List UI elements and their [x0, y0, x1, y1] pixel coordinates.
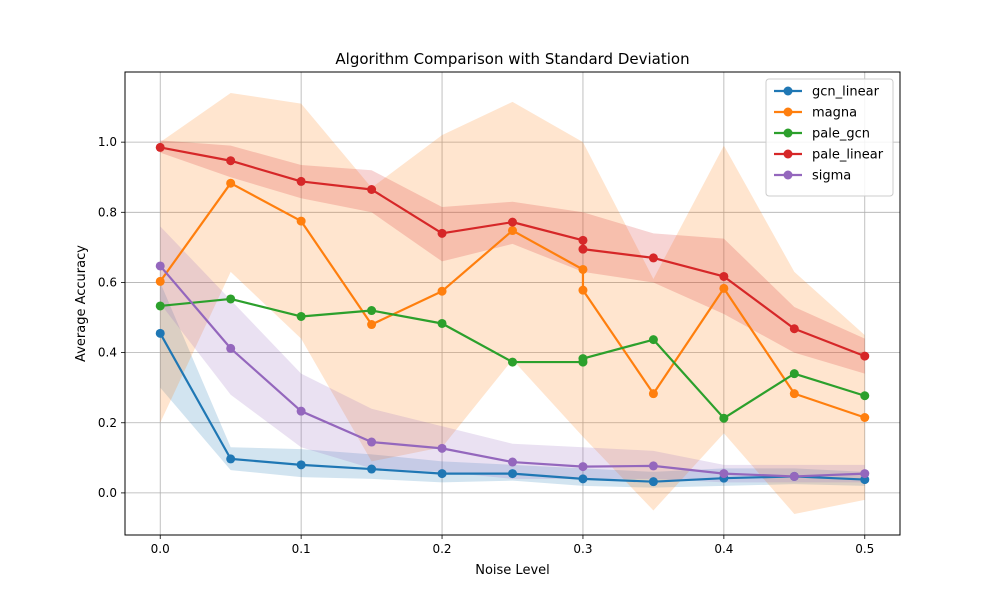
pale_gcn-point: [860, 391, 870, 401]
pale_gcn-point: [226, 294, 236, 304]
x-tick-label: 0.0: [151, 542, 170, 556]
sigma-point: [226, 343, 236, 353]
gcn_linear-std-band: [160, 282, 865, 488]
pale_gcn-point: [437, 318, 447, 328]
legend-label-sigma: sigma: [812, 169, 851, 184]
series-markers: [155, 142, 870, 487]
gcn_linear-point: [296, 460, 306, 470]
magna-point: [437, 286, 447, 296]
pale_linear-line: [160, 146, 866, 358]
pale_linear-point: [578, 235, 588, 245]
sigma-point: [296, 406, 306, 416]
legend-box: [765, 78, 894, 197]
sigma-point: [648, 461, 658, 471]
legend-marker-magna: [783, 107, 793, 117]
axes-frame: [124, 71, 901, 536]
magna-point: [648, 389, 658, 399]
gcn_linear-point: [648, 477, 658, 487]
magna-point: [367, 320, 377, 330]
pale_linear-point: [860, 351, 870, 361]
gcn_linear-point: [226, 454, 236, 464]
sigma-point: [860, 469, 870, 479]
sigma-point: [367, 437, 377, 447]
y-tick-label: 0.2: [98, 416, 117, 430]
sigma-point: [719, 469, 729, 479]
chart-title: Algorithm Comparison with Standard Devia…: [335, 50, 689, 68]
pale_linear-point: [719, 271, 729, 281]
magna-point: [719, 283, 729, 293]
pale_linear-std-band: [160, 140, 865, 374]
pale_linear-point: [367, 185, 377, 195]
gcn_linear-point: [367, 464, 377, 474]
sigma-point: [437, 443, 447, 453]
pale_linear-point: [437, 228, 447, 238]
pale_gcn-point: [648, 335, 658, 345]
x-tick-label: 0.3: [573, 542, 592, 556]
pale_linear-point: [648, 253, 658, 263]
sigma-point: [578, 462, 588, 472]
sigma-point: [155, 261, 165, 271]
magna-point: [578, 264, 588, 274]
gcn_linear-point: [508, 469, 517, 479]
pale_gcn-point: [719, 413, 729, 423]
y-tick-label: 1.0: [98, 135, 117, 149]
pale_gcn-point: [789, 369, 799, 379]
magna-std-band: [160, 93, 865, 514]
magna-point: [508, 226, 517, 236]
sigma-std-band: [160, 226, 865, 483]
x-axis-label: Noise Level: [475, 563, 550, 578]
magna-line: [159, 182, 866, 419]
pale_linear-point: [578, 244, 588, 254]
magna-point: [296, 216, 306, 226]
y-tick-label: 0.0: [98, 486, 117, 500]
pale_gcn-point: [508, 357, 517, 367]
pale_gcn-point: [578, 354, 588, 364]
x-tick-label: 0.5: [855, 542, 874, 556]
std-bands: [160, 93, 865, 514]
legend-marker-sigma: [783, 170, 793, 180]
axis-ticks: 0.0 0.1 0.2 0.3 0.4 0.5 0.0 0.2 0.4 0.6 0.8 1.0: [98, 135, 874, 556]
y-axis-label: Average Accuracy: [74, 245, 89, 362]
magna-point: [226, 178, 236, 188]
legend-label-gcn_linear: gcn_linear: [812, 85, 880, 100]
gcn_linear-point: [578, 474, 588, 484]
pale_linear-point: [155, 142, 165, 152]
legend-label-pale_linear: pale_linear: [812, 148, 884, 163]
sigma-point: [508, 457, 517, 467]
sigma-point: [789, 471, 799, 481]
gcn_linear-point: [437, 469, 447, 479]
x-tick-label: 0.4: [714, 542, 733, 556]
x-tick-label: 0.1: [292, 542, 311, 556]
pale_linear-point: [789, 324, 799, 334]
y-tick-label: 0.8: [98, 205, 117, 219]
pale_linear-point: [226, 156, 236, 166]
legend-marker-pale_gcn: [783, 128, 793, 138]
pale_gcn-point: [367, 306, 377, 316]
magna-point: [789, 389, 799, 399]
legend-label-magna: magna: [812, 106, 857, 121]
pale_gcn-point: [296, 311, 306, 321]
magna-point: [578, 285, 588, 295]
magna-point: [155, 276, 165, 286]
pale_gcn-line: [160, 297, 866, 420]
magna-point: [860, 412, 870, 422]
x-tick-label: 0.2: [432, 542, 451, 556]
grid: [125, 72, 900, 535]
gcn_linear-point: [155, 328, 165, 338]
y-tick-label: 0.6: [98, 275, 117, 289]
y-tick-label: 0.4: [98, 346, 117, 360]
legend-marker-pale_linear: [783, 149, 793, 159]
pale_linear-point: [508, 217, 517, 227]
pale_gcn-point: [155, 301, 165, 311]
pale_linear-point: [296, 176, 306, 186]
legend-label-pale_gcn: pale_gcn: [812, 127, 870, 142]
legend-marker-gcn_linear: [783, 86, 793, 96]
